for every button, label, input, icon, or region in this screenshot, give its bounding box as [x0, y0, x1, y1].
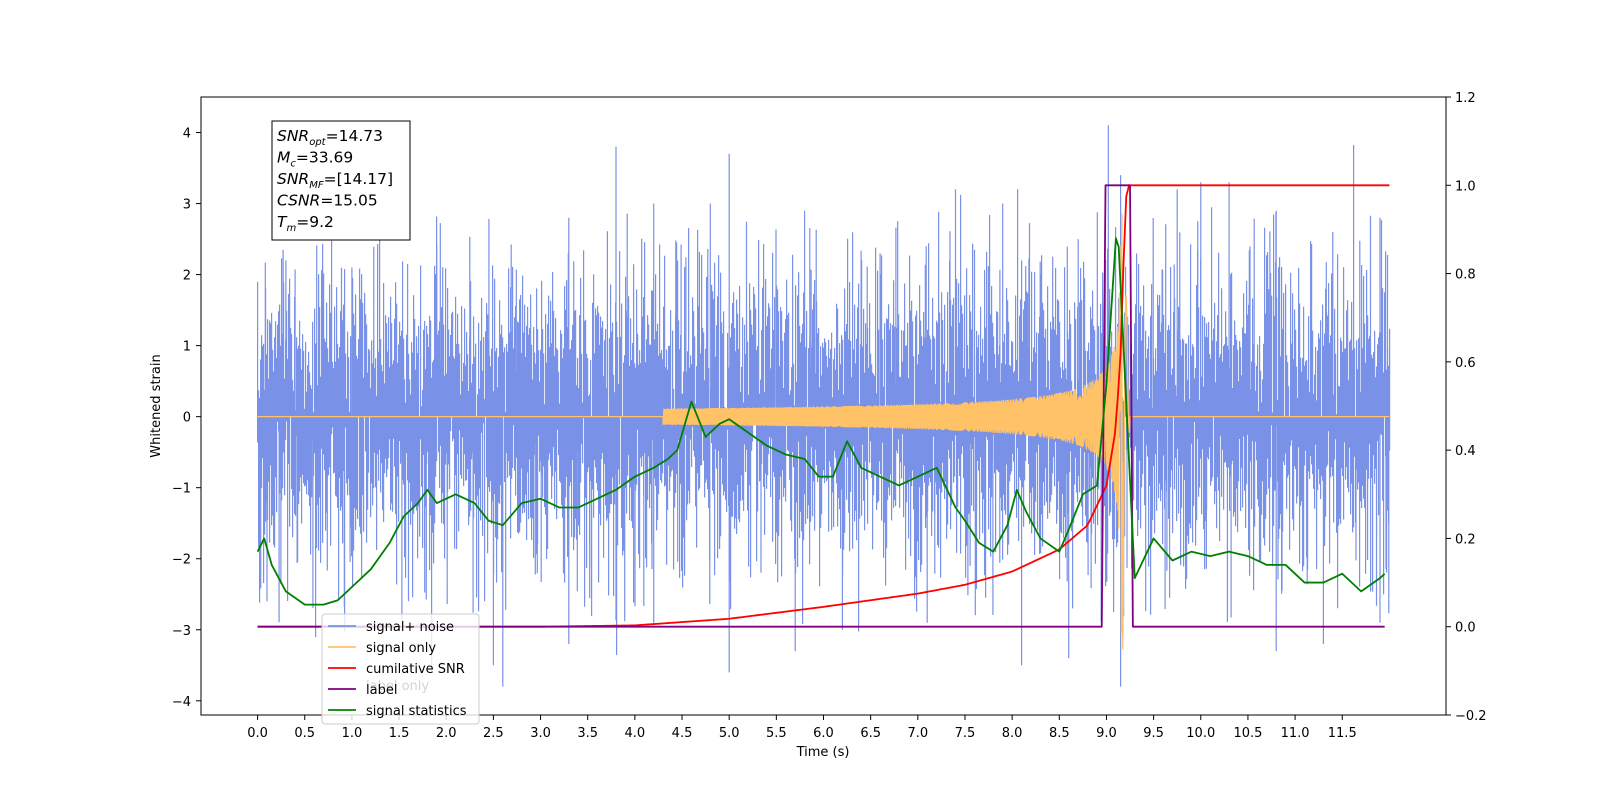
x-tick-label: 0.0: [247, 726, 268, 741]
annotation-line: SNRMF=[14.17]: [277, 170, 393, 191]
y2-tick-label: 1.2: [1455, 91, 1476, 106]
legend-entry-label: signal statistics: [366, 704, 467, 719]
y-tick-label: 4: [183, 127, 191, 142]
x-tick-label: 3.5: [577, 726, 598, 741]
y-tick-label: −4: [172, 695, 191, 710]
series-signal-only: [256, 213, 1390, 650]
y-tick-label: 2: [183, 269, 191, 284]
x-tick-label: 1.0: [342, 726, 363, 741]
y-tick-label: 3: [183, 198, 191, 213]
plot-area: [256, 125, 1391, 687]
y-tick-label: −1: [172, 482, 191, 497]
legend-entry-label: label: [366, 683, 397, 698]
x-tick-label: 4.0: [625, 726, 646, 741]
legend-entry-label: signal+ noise: [366, 620, 454, 635]
annotation-symbol: CSNR: [277, 192, 320, 210]
annotation-line: Mc=33.69: [277, 149, 353, 170]
annotation-value: =14.73: [326, 127, 383, 145]
annotation-subscript: c: [290, 159, 296, 170]
x-tick-label: 6.0: [813, 726, 834, 741]
x-tick-label: 10.5: [1233, 726, 1262, 741]
y2-tick-label: −0.2: [1455, 709, 1487, 724]
annotation-subscript: opt: [309, 137, 326, 148]
x-tick-label: 5.5: [766, 726, 787, 741]
legend-hidden-entry: label only: [366, 679, 429, 694]
annotation-value: =33.69: [296, 149, 353, 167]
y2-tick-label: 0.4: [1455, 444, 1476, 459]
legend-entry-label: signal only: [366, 641, 436, 656]
annotation-symbol: M: [277, 149, 290, 167]
annotation-line: SNRopt=14.73: [277, 127, 383, 148]
y2-tick-label: 1.0: [1455, 179, 1476, 194]
y-tick-label: 0: [183, 411, 191, 426]
annotation-symbol: SNR: [277, 170, 309, 188]
annotation-value: =9.2: [296, 213, 334, 231]
y2-tick-label: 0.0: [1455, 621, 1476, 636]
x-axis-label: Time (s): [796, 745, 850, 760]
annotation-line: Tm=9.2: [277, 213, 334, 234]
annotation-line: CSNR=15.05: [277, 192, 378, 210]
x-tick-label: 11.0: [1281, 726, 1310, 741]
x-tick-label: 8.5: [1049, 726, 1070, 741]
annotation-subscript: m: [286, 223, 296, 234]
x-tick-label: 4.5: [672, 726, 693, 741]
x-tick-label: 10.0: [1186, 726, 1215, 741]
annotation-symbol: T: [277, 213, 288, 231]
annotation-frame: [271, 120, 411, 241]
annotation-box: SNRopt=14.73Mc=33.69SNRMF=[14.17]CSNR=15…: [271, 120, 411, 241]
series-signal-statistics: [256, 237, 1386, 606]
x-tick-label: 8.0: [1002, 726, 1023, 741]
annotation-value: =15.05: [320, 192, 377, 210]
x-tick-label: 2.5: [483, 726, 504, 741]
x-tick-label: 9.0: [1096, 726, 1117, 741]
y-tick-label: 1: [183, 340, 191, 355]
axes: 0.0 0.5 1.0 1.5 2.0 2.5 3.0 3.5 4.0 4.5 5.0 5.5 6.0 6…: [172, 91, 1487, 741]
x-tick-label: 2.0: [436, 726, 457, 741]
x-tick-label: 9.5: [1143, 726, 1164, 741]
x-tick-label: 11.5: [1328, 726, 1357, 741]
legend: label only signal+ noise signal only cumila…: [321, 613, 480, 725]
annotation-value: =[14.17]: [324, 170, 393, 188]
x-tick-label: 5.0: [719, 726, 740, 741]
x-tick-label: 7.5: [955, 726, 976, 741]
series-label: [257, 184, 1385, 628]
x-tick-label: 1.5: [389, 726, 410, 741]
x-tick-label: 6.5: [860, 726, 881, 741]
y2-tick-label: 0.8: [1455, 268, 1476, 283]
annotation-subscript: MF: [309, 180, 324, 191]
y-axis-label: Whitened strain: [149, 354, 164, 457]
legend-frame: [321, 613, 480, 725]
legend-entry-label: cumilative SNR: [366, 662, 465, 677]
y-tick-label: −3: [172, 624, 191, 639]
y2-tick-label: 0.6: [1455, 356, 1476, 371]
y2-tick-label: 0.2: [1455, 532, 1476, 547]
annotation-symbol: SNR: [277, 127, 309, 145]
x-tick-label: 0.5: [294, 726, 315, 741]
x-tick-label: 7.0: [907, 726, 928, 741]
x-tick-label: 3.0: [530, 726, 551, 741]
y-tick-label: −2: [172, 553, 191, 568]
